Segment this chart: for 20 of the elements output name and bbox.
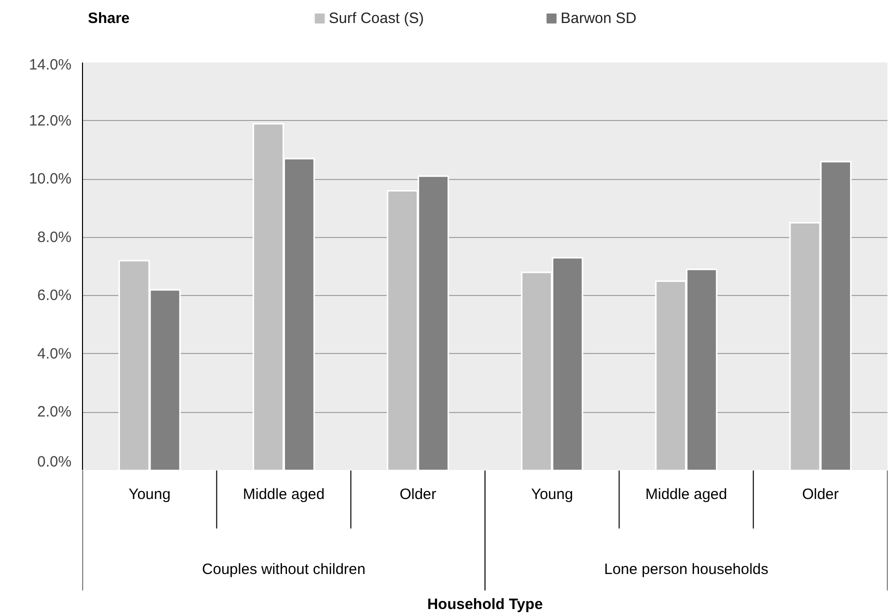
text: Household Type: [427, 596, 543, 613]
y-tick-label: 14.0%: [28, 56, 72, 74]
y-tick-label: 10.0%: [28, 170, 72, 188]
legend-label: Surf Coast (S): [328, 10, 424, 27]
y-tick-label: 0.0%: [37, 454, 72, 470]
y-axis-title: Share: [88, 10, 130, 27]
text: Lone person households: [604, 561, 768, 578]
x-tick-label: Older: [400, 486, 436, 503]
x-tick-label: Young: [128, 486, 171, 503]
x-tick-label: Middle aged: [645, 486, 728, 503]
y-tick-label: 8.0%: [37, 228, 72, 246]
y-tick-label: 4.0%: [37, 345, 72, 362]
y-tick-label: 12.0%: [28, 112, 72, 130]
x-tick-label: Older: [802, 486, 839, 503]
x-tick-label: Middle aged: [242, 486, 325, 503]
y-tick-label: 2.0%: [37, 404, 72, 421]
x-tick-label: Young: [531, 486, 574, 503]
text: Couples without children: [202, 561, 366, 578]
legend-label: Barwon SD: [560, 10, 637, 27]
y-tick-label: 6.0%: [37, 287, 72, 304]
